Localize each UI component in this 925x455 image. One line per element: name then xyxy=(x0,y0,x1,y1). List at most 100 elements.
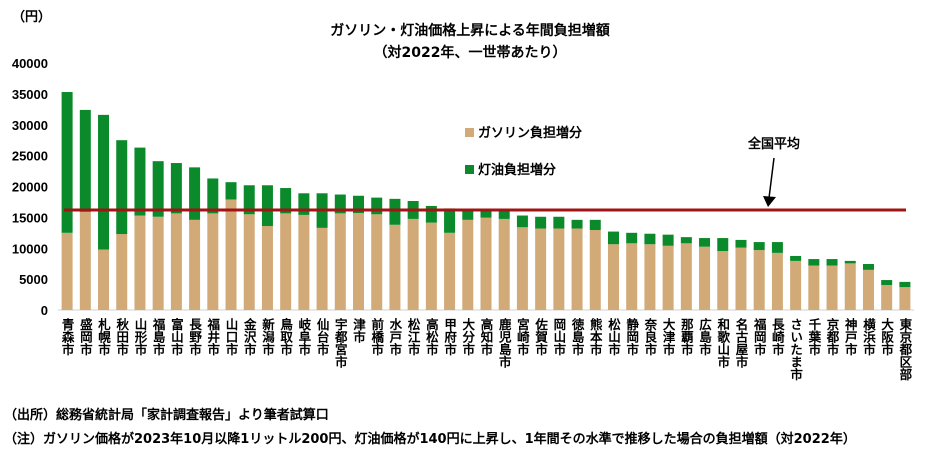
y-tick-label: 10000 xyxy=(12,241,48,256)
bar-kerosene xyxy=(753,242,765,251)
y-tick-label: 15000 xyxy=(12,210,48,225)
x-tick-label: 広島市 xyxy=(697,317,712,356)
bar-gasoline xyxy=(862,269,874,310)
y-tick-label: 20000 xyxy=(12,180,48,195)
bar-gasoline xyxy=(480,217,492,310)
bar-kerosene xyxy=(680,237,692,244)
legend-swatch xyxy=(465,128,474,137)
bar-kerosene xyxy=(98,114,110,250)
bar-gasoline xyxy=(152,216,164,310)
bar-kerosene xyxy=(699,238,711,247)
bar-gasoline xyxy=(844,263,856,310)
x-tick-label: 大分市 xyxy=(460,317,475,356)
bar-kerosene xyxy=(298,193,310,215)
bar-kerosene xyxy=(771,242,783,253)
bar-gasoline xyxy=(261,226,273,310)
x-tick-label: 宮崎市 xyxy=(515,317,530,356)
bar-gasoline xyxy=(826,265,838,310)
x-tick-label: 福井市 xyxy=(205,317,220,356)
bar-gasoline xyxy=(516,227,528,310)
bar-gasoline xyxy=(717,251,729,310)
bar-gasoline xyxy=(353,213,365,310)
bar-gasoline xyxy=(316,227,328,310)
y-tick-label: 25000 xyxy=(12,149,48,164)
x-tick-label: 奈良市 xyxy=(642,317,657,356)
bar-kerosene xyxy=(790,255,802,261)
footnote: （注）ガソリン価格が2023年10月以降1リットル200円、灯油価格が140円に… xyxy=(4,432,856,447)
bar-gasoline xyxy=(699,246,711,310)
x-tick-label: 山形市 xyxy=(132,317,147,356)
bar-gasoline xyxy=(644,244,656,310)
x-tick-label: 東京都区部 xyxy=(897,317,912,381)
bar-kerosene xyxy=(498,211,510,219)
y-tick-label: 30000 xyxy=(12,118,48,133)
x-tick-label: 佐賀市 xyxy=(533,317,548,356)
bar-gasoline xyxy=(98,249,110,310)
bar-gasoline xyxy=(170,213,182,310)
stacked-bar-chart: 0 5000 10000 15000 20000 25000 30000 35000 40000… xyxy=(12,56,914,381)
bar-kerosene xyxy=(152,161,164,217)
bar-gasoline xyxy=(881,284,893,310)
x-tick-label: 長崎市 xyxy=(770,317,785,356)
x-tick-label: 水戸市 xyxy=(387,317,402,356)
bar-kerosene xyxy=(862,263,874,270)
bar-gasoline xyxy=(243,214,255,310)
x-tick-label: 仙台市 xyxy=(315,317,330,356)
x-tick-label: 松江市 xyxy=(406,317,421,356)
bar-gasoline xyxy=(444,232,456,310)
x-tick-label: 甲府市 xyxy=(442,318,457,356)
x-tick-label: 福島市 xyxy=(151,317,166,356)
bar-kerosene xyxy=(480,211,492,218)
x-tick-label: 盛岡市 xyxy=(78,317,93,356)
bar-gasoline xyxy=(662,245,674,310)
bar-kerosene xyxy=(79,109,91,212)
bar-gasoline xyxy=(79,211,91,310)
x-tick-label: 津市 xyxy=(351,317,366,344)
x-tick-label: 那覇市 xyxy=(679,318,694,356)
bar-kerosene xyxy=(116,140,128,235)
average-label: 全国平均 xyxy=(747,136,800,152)
bar-gasoline xyxy=(735,247,747,310)
x-tick-label: 秋田市 xyxy=(114,317,129,356)
x-tick-label: 大阪市 xyxy=(879,317,894,356)
x-tick-label: 福岡市 xyxy=(752,317,767,356)
bar-gasoline xyxy=(189,219,201,310)
bar-kerosene xyxy=(607,231,619,245)
x-tick-label: 和歌山市 xyxy=(715,317,730,369)
bar-gasoline xyxy=(771,252,783,310)
x-tick-label: 横浜市 xyxy=(861,317,876,356)
x-tick-label: 長野市 xyxy=(187,317,202,356)
bar-kerosene xyxy=(626,232,638,244)
bar-gasoline xyxy=(371,214,383,310)
bar-gasoline xyxy=(553,228,565,310)
bar-kerosene xyxy=(899,281,911,288)
bar-kerosene xyxy=(425,205,437,223)
legend-label: 灯油負担増分 xyxy=(478,162,556,178)
bar-gasoline xyxy=(407,218,419,310)
x-tick-label: 富山市 xyxy=(169,317,184,356)
x-tick-label: 鹿児島市 xyxy=(497,317,512,369)
bar-kerosene xyxy=(243,185,255,215)
bar-gasoline xyxy=(498,218,510,310)
bar-kerosene xyxy=(389,198,401,225)
bar-kerosene xyxy=(280,188,292,214)
bar-gasoline xyxy=(116,234,128,310)
bar-kerosene xyxy=(535,216,547,229)
bar-gasoline xyxy=(462,219,474,310)
x-tick-label: 徳島市 xyxy=(570,317,585,356)
bar-kerosene xyxy=(644,233,656,245)
bar-gasoline xyxy=(334,213,346,310)
x-tick-label: 京都市 xyxy=(825,317,840,356)
bar-gasoline xyxy=(425,222,437,310)
x-tick-label: 松山市 xyxy=(606,317,621,356)
average-arrow xyxy=(768,157,775,199)
bar-kerosene xyxy=(571,219,583,229)
bar-gasoline xyxy=(626,243,638,310)
bar-kerosene xyxy=(516,215,528,228)
bar-kerosene xyxy=(170,163,182,214)
x-tick-label: 青森市 xyxy=(60,317,75,356)
x-tick-label: さいたま市 xyxy=(788,318,803,381)
bar-gasoline xyxy=(680,243,692,310)
bar-gasoline xyxy=(61,232,73,310)
x-tick-label: 宇都宮市 xyxy=(333,317,348,369)
